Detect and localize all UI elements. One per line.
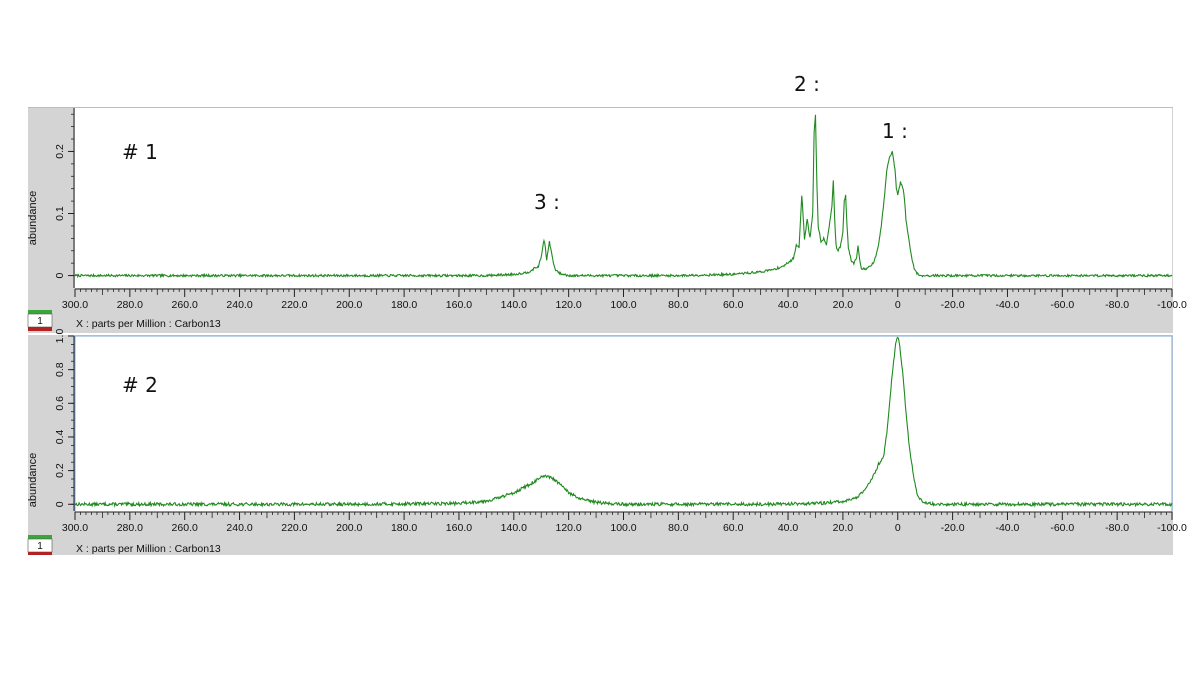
panel-1-x-tick-label: 40.0 — [778, 299, 799, 311]
panel-2-x-tick-label: 40.0 — [778, 522, 799, 534]
panel-1-x-tick-label: 220.0 — [281, 299, 307, 311]
panel-2-x-tick-label: -20.0 — [941, 522, 965, 534]
panel-1-x-tick-label: 300.0 — [62, 299, 88, 311]
panel-1-x-tick-label: 240.0 — [226, 299, 252, 311]
panel-2-ylabel: abundance — [27, 453, 39, 507]
panel-1-x-tick-label: 100.0 — [610, 299, 636, 311]
panel-2-x-tick-label: 300.0 — [62, 522, 88, 534]
panel-2-label: # 2 — [122, 373, 158, 397]
panel-1-x-tick-label: 120.0 — [556, 299, 582, 311]
panel-1-y-tick-label: 0 — [54, 273, 66, 279]
panel-2-y-tick-label: 0.6 — [54, 396, 66, 411]
panel-2-xlabel: X : parts per Million : Carbon13 — [76, 543, 221, 555]
panel-2-y-tick-label: 1.0 — [54, 329, 66, 344]
panel-1-xlabel: X : parts per Million : Carbon13 — [76, 318, 221, 330]
panel-1-x-tick-label: -60.0 — [1050, 299, 1074, 311]
panel-2-badge[interactable]: 1 — [27, 535, 53, 555]
panel-1-x-tick-label: 200.0 — [336, 299, 362, 311]
panel-1-y-tick-label: 0.2 — [54, 144, 66, 159]
panel-2-x-tick-label: 280.0 — [117, 522, 143, 534]
panel-1-spectrum-line — [74, 114, 1173, 279]
panel-2-y-tick-label: 0 — [54, 501, 66, 507]
panel-2-x-tick-label: 240.0 — [226, 522, 252, 534]
panel-1-label: # 1 — [122, 140, 158, 164]
peak-1-annotation: 1 : — [882, 119, 908, 143]
panel-2-x-tick-label: 120.0 — [556, 522, 582, 534]
panel-2-plot-area — [74, 335, 1173, 513]
panel-2-y-tick-label: 0.4 — [54, 430, 66, 445]
panel-1-badge[interactable]: 1 — [27, 310, 53, 331]
panel-2-badge-label: 1 — [37, 541, 43, 552]
panel-1-y-axis: 0 0.1 0.2 — [54, 108, 75, 288]
panel-1-badge-label: 1 — [37, 316, 43, 327]
panel-1-x-tick-label: 0 — [895, 299, 901, 311]
panel-2-x-axis: 300.0 280.0 260.0 240.0 220.0 200.0 180.0 160.0… — [62, 511, 1187, 534]
panel-2-x-tick-label: -100.0 — [1157, 522, 1187, 534]
panel-2-x-tick-label: 200.0 — [336, 522, 362, 534]
panel-2-spectrum-line — [74, 336, 1173, 508]
panel-2-x-tick-label: -40.0 — [995, 522, 1019, 534]
panel-1-x-tick-label: 260.0 — [172, 299, 198, 311]
panel-2-x-tick-label: -80.0 — [1105, 522, 1129, 534]
panel-1-x-tick-label: 180.0 — [391, 299, 417, 311]
panel-2-y-axis: 0 0.2 0.4 0.6 0.8 1.0 — [54, 329, 75, 511]
panel-2-x-tick-label: 160.0 — [446, 522, 472, 534]
panel-2-x-tick-label: 0 — [895, 522, 901, 534]
panel-1-x-tick-label: 160.0 — [446, 299, 472, 311]
peak-3-annotation: 3 : — [534, 190, 560, 214]
panel-2-x-tick-label: 100.0 — [610, 522, 636, 534]
panel-2-x-tick-label: 220.0 — [281, 522, 307, 534]
panel-2-x-tick-label: 20.0 — [833, 522, 854, 534]
panel-2-x-tick-label: 180.0 — [391, 522, 417, 534]
panel-2-y-tick-label: 0.8 — [54, 362, 66, 377]
panel-1-x-tick-label: 140.0 — [501, 299, 527, 311]
panel-1-y-tick-label: 0.1 — [54, 206, 66, 221]
panel-1-x-tick-label: -20.0 — [941, 299, 965, 311]
panel-2-x-tick-label: 80.0 — [668, 522, 689, 534]
panel-1-x-tick-label: -40.0 — [995, 299, 1019, 311]
panel-1-x-tick-label: -80.0 — [1105, 299, 1129, 311]
panel-2-y-tick-label: 0.2 — [54, 463, 66, 478]
panel-1-x-tick-label: -100.0 — [1157, 299, 1187, 311]
panel-1-x-tick-label: 80.0 — [668, 299, 689, 311]
panel-1-x-tick-label: 20.0 — [833, 299, 854, 311]
panel-1-ylabel: abundance — [27, 191, 39, 245]
panel-2-x-tick-label: -60.0 — [1050, 522, 1074, 534]
panel-2-x-tick-label: 260.0 — [172, 522, 198, 534]
panel-1-plot-area — [75, 108, 1172, 288]
panel-1-x-tick-label: 60.0 — [723, 299, 744, 311]
panel-1-x-axis: 300.0 280.0 260.0 240.0 220.0 200.0 180.0 160.0… — [62, 288, 1187, 311]
panel-2-x-tick-label: 60.0 — [723, 522, 744, 534]
peak-2-annotation: 2 : — [794, 72, 820, 96]
panel-2-x-tick-label: 140.0 — [501, 522, 527, 534]
panel-1-x-tick-label: 280.0 — [117, 299, 143, 311]
